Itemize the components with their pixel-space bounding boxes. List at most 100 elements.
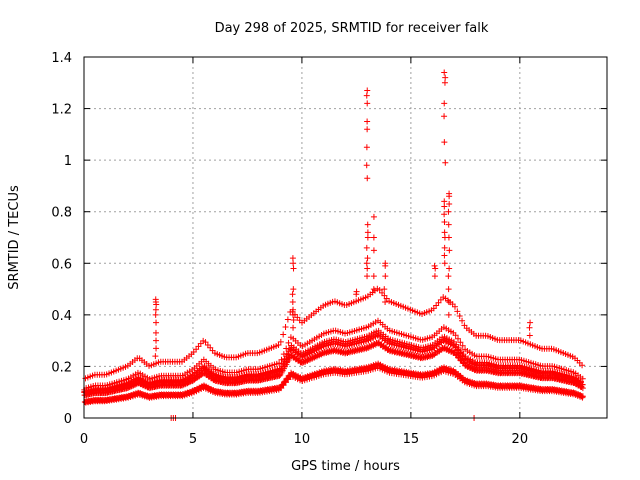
data-point xyxy=(445,221,452,228)
data-point xyxy=(446,265,453,272)
data-point xyxy=(451,303,458,310)
x-axis-label: GPS time / hours xyxy=(291,459,400,474)
chart-title: Day 298 of 2025, SRMTID for receiver fal… xyxy=(215,21,489,36)
data-point xyxy=(459,317,466,324)
data-point xyxy=(290,324,297,331)
data-point xyxy=(456,313,463,320)
data-point xyxy=(446,247,453,254)
data-point xyxy=(452,332,459,339)
data-point xyxy=(152,311,159,318)
data-point xyxy=(152,306,159,313)
data-point xyxy=(445,208,452,215)
data-point xyxy=(453,341,460,348)
y-tick-label: 0.8 xyxy=(51,206,72,221)
data-point xyxy=(289,298,296,305)
data-point xyxy=(459,342,466,349)
data-point xyxy=(277,338,284,345)
data-point xyxy=(441,113,448,120)
data-point xyxy=(364,273,371,280)
data-point xyxy=(455,335,462,342)
data-point xyxy=(290,306,297,313)
data-point xyxy=(457,339,464,346)
data-point xyxy=(364,221,371,228)
data-point xyxy=(431,273,438,280)
y-axis-label: SRMTID / TECUs xyxy=(7,185,22,290)
data-point xyxy=(364,100,371,107)
y-tick-label: 0.6 xyxy=(51,257,72,272)
data-point xyxy=(441,260,448,267)
data-point xyxy=(441,79,448,86)
data-point xyxy=(441,219,448,226)
data-point xyxy=(441,139,448,146)
data-point xyxy=(363,92,370,99)
data-point xyxy=(363,244,370,251)
x-tick-label: 20 xyxy=(512,432,529,447)
data-point xyxy=(457,347,464,354)
data-point xyxy=(441,100,448,107)
data-point xyxy=(283,355,290,362)
data-point xyxy=(381,286,388,293)
data-point xyxy=(282,323,289,330)
y-tick-label: 0.4 xyxy=(51,309,72,324)
data-point xyxy=(290,265,297,272)
data-point xyxy=(454,308,461,315)
data-point xyxy=(364,175,371,182)
data-point xyxy=(527,319,534,326)
data-point xyxy=(445,273,452,280)
data-point xyxy=(280,331,287,338)
data-point xyxy=(289,291,296,298)
data-point xyxy=(363,260,370,267)
data-point xyxy=(370,213,377,220)
data-point xyxy=(364,229,371,236)
data-point xyxy=(441,244,448,251)
data-point xyxy=(445,234,452,241)
data-point xyxy=(579,393,586,400)
data-point xyxy=(455,344,462,351)
x-tick-label: 5 xyxy=(189,432,197,447)
data-points xyxy=(81,69,586,421)
data-point xyxy=(370,273,377,280)
data-point xyxy=(441,229,448,236)
data-point xyxy=(579,385,586,392)
data-point xyxy=(446,193,453,200)
data-point xyxy=(441,211,448,218)
y-tick-label: 0 xyxy=(64,412,72,427)
data-point xyxy=(431,262,438,269)
data-point xyxy=(152,353,159,360)
data-point xyxy=(364,255,371,262)
data-point xyxy=(289,255,296,262)
data-point xyxy=(382,262,389,269)
data-point xyxy=(364,234,371,241)
data-point xyxy=(370,286,377,293)
data-point xyxy=(370,247,377,254)
y-tick-label: 0.2 xyxy=(51,360,72,375)
data-point xyxy=(445,311,452,318)
data-point xyxy=(445,298,452,305)
data-point xyxy=(276,372,283,379)
data-point xyxy=(276,360,283,367)
data-point xyxy=(153,319,160,326)
data-point xyxy=(153,345,160,352)
data-point xyxy=(432,265,439,272)
data-point xyxy=(445,286,452,293)
data-point xyxy=(153,337,160,344)
data-point xyxy=(353,291,360,298)
x-tick-label: 15 xyxy=(403,432,420,447)
data-point xyxy=(363,144,370,151)
y-tick-label: 1 xyxy=(64,154,72,169)
data-point xyxy=(363,162,370,169)
data-point xyxy=(526,324,533,331)
x-tick-label: 10 xyxy=(294,432,311,447)
data-point xyxy=(441,198,448,205)
data-point xyxy=(153,301,160,308)
data-point xyxy=(579,375,586,382)
data-point xyxy=(441,69,448,76)
data-point xyxy=(441,203,448,210)
y-tick-label: 1.2 xyxy=(51,103,72,118)
data-point xyxy=(382,298,389,305)
data-point xyxy=(364,87,371,94)
data-point xyxy=(275,342,282,349)
data-point xyxy=(290,317,297,324)
